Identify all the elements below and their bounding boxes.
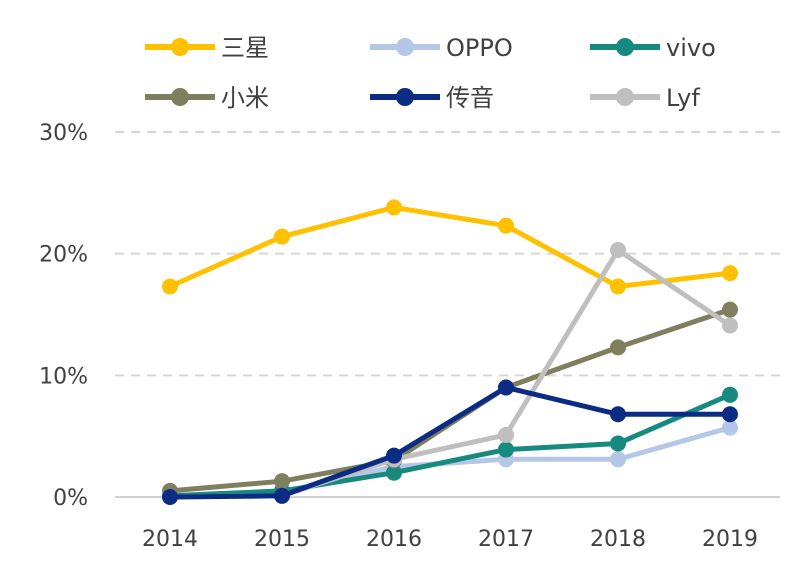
legend-item: 传音	[370, 84, 494, 112]
data-point	[610, 435, 626, 452]
data-point	[498, 441, 514, 458]
legend-item: OPPO	[370, 34, 513, 62]
x-tick-label: 2018	[590, 527, 646, 552]
data-point	[162, 278, 178, 295]
data-point	[610, 242, 626, 259]
y-tick-label: 30%	[39, 121, 88, 146]
series-line	[169, 385, 730, 500]
data-point	[722, 317, 738, 334]
legend-marker	[396, 88, 414, 106]
legend-item: 小米	[145, 84, 269, 112]
data-point	[498, 426, 514, 443]
legend-label: 小米	[221, 84, 269, 112]
data-point	[610, 278, 626, 295]
legend-label: 传音	[446, 84, 494, 112]
legend-marker	[171, 38, 189, 56]
data-point	[386, 464, 402, 481]
data-point	[274, 228, 290, 245]
y-tick-label: 10%	[39, 364, 88, 389]
series-小米	[162, 301, 738, 499]
x-tick-label: 2019	[702, 527, 758, 552]
data-point	[722, 386, 738, 403]
data-point	[610, 339, 626, 356]
data-point	[610, 406, 626, 423]
data-point	[162, 489, 178, 505]
series-line	[168, 204, 731, 290]
legend: 三星 OPPO vivo 小米 传音 Lyf	[145, 34, 716, 112]
series-line	[169, 392, 731, 499]
data-point	[498, 217, 514, 234]
data-point	[386, 199, 402, 216]
x-axis-ticks: 2014 2015 2016 2017 2018 2019	[142, 527, 758, 552]
legend-marker	[396, 38, 414, 56]
legend-marker	[171, 88, 189, 106]
data-point	[722, 301, 738, 318]
y-axis-ticks: 0% 10% 20% 30%	[39, 121, 88, 511]
legend-label: vivo	[666, 34, 716, 62]
legend-marker	[616, 88, 634, 106]
data-point	[498, 379, 514, 396]
legend-item: Lyf	[590, 84, 700, 112]
data-point	[610, 451, 626, 468]
series-传音	[162, 379, 738, 505]
data-point	[386, 447, 402, 464]
x-tick-label: 2014	[142, 527, 198, 552]
legend-label: Lyf	[666, 84, 700, 112]
legend-item: vivo	[590, 34, 716, 62]
data-point	[274, 487, 290, 504]
data-point	[722, 406, 738, 423]
y-tick-label: 20%	[39, 243, 88, 268]
legend-label: 三星	[221, 34, 269, 62]
x-tick-label: 2015	[254, 527, 310, 552]
y-tick-label: 0%	[53, 486, 88, 511]
x-tick-label: 2016	[366, 527, 422, 552]
series-lines	[162, 199, 738, 505]
legend-item: 三星	[145, 34, 269, 62]
x-tick-label: 2017	[478, 527, 534, 552]
data-point	[722, 419, 738, 436]
data-point	[722, 265, 738, 282]
legend-label: OPPO	[446, 34, 513, 62]
data-point	[274, 473, 290, 490]
legend-marker	[616, 38, 634, 56]
series-三星	[162, 199, 738, 295]
